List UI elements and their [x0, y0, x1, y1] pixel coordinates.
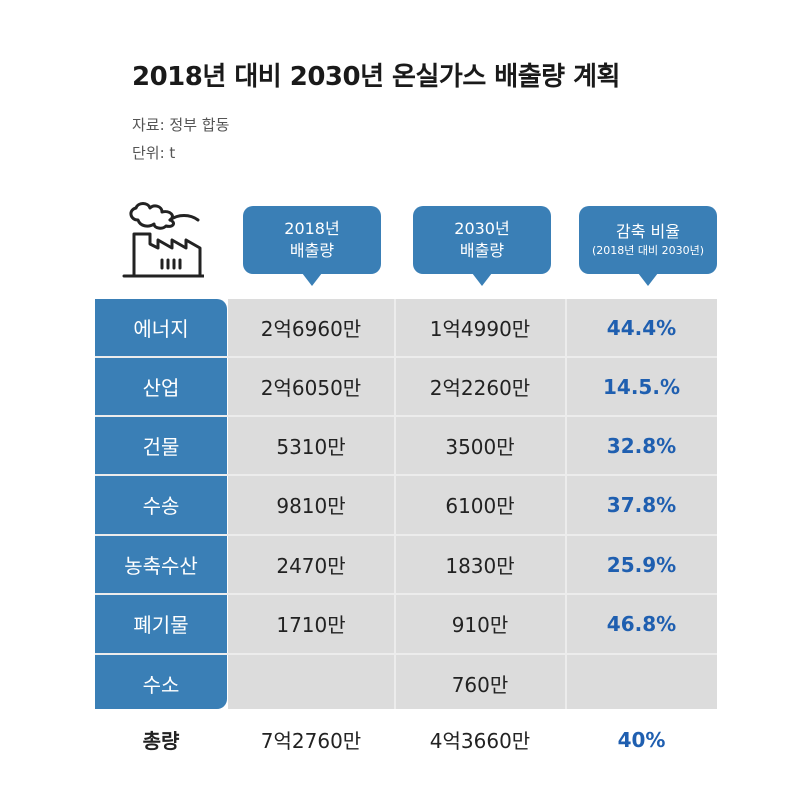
- reduction-ratio: 44.4%: [606, 315, 677, 340]
- sector-label: 에너지: [133, 317, 189, 341]
- column-bg-2018: [228, 299, 394, 709]
- row-divider: [95, 653, 717, 655]
- total-2030: 4억3660만: [429, 729, 531, 753]
- table-row-industry: 산업 2억6050만 2억2260만 14.5.%: [95, 357, 717, 416]
- reduction-ratio: 37.8%: [606, 492, 677, 517]
- reduction-ratio: 32.8%: [606, 433, 677, 458]
- column-bg-ratio: [566, 299, 717, 709]
- column-divider: [394, 299, 396, 709]
- row-divider: [95, 593, 717, 595]
- table-row-hydrogen: 수소 760만: [95, 654, 717, 713]
- reduction-ratio: 46.8%: [606, 611, 677, 636]
- row-divider: [95, 534, 717, 536]
- value-2030: 910만: [451, 613, 509, 637]
- total-label: 총량: [142, 729, 180, 753]
- sector-label: 수소: [142, 673, 180, 697]
- header-2018-emission: 2018년 배출량: [243, 206, 381, 286]
- page-title: 2018년 대비 2030년 온실가스 배출량 계획: [132, 62, 620, 92]
- row-divider: [95, 415, 717, 417]
- sector-label: 수송: [142, 494, 180, 518]
- value-2018: 2억6050만: [260, 376, 362, 400]
- value-2030: 2억2260만: [429, 376, 531, 400]
- value-2030: 1억4990만: [429, 317, 531, 341]
- source-note: 자료: 정부 합동: [132, 116, 230, 134]
- table-row-building: 건물 5310만 3500만 32.8%: [95, 416, 717, 475]
- total-2018: 7억2760만: [260, 729, 362, 753]
- header-2030-emission: 2030년 배출량: [413, 206, 551, 286]
- reduction-ratio: [566, 654, 717, 713]
- value-2030: 760만: [451, 673, 509, 697]
- value-2018: 5310만: [276, 435, 346, 459]
- reduction-ratio: 25.9%: [606, 552, 677, 577]
- row-divider: [95, 474, 717, 476]
- value-2030: 6100만: [445, 494, 515, 518]
- unit-note: 단위: t: [132, 144, 176, 162]
- value-2018: 2470만: [276, 554, 346, 578]
- column-bg-2030: [394, 299, 566, 709]
- table-row-waste: 폐기물 1710만 910만 46.8%: [95, 594, 717, 653]
- table-row-agriculture: 농축수산 2470만 1830만 25.9%: [95, 535, 717, 594]
- table-row-total: 총량 7억2760만 4억3660만 40%: [95, 710, 717, 769]
- sector-label: 산업: [142, 376, 180, 400]
- value-2030: 3500만: [445, 435, 515, 459]
- sector-label: 농축수산: [124, 554, 198, 578]
- column-divider: [565, 299, 567, 709]
- value-2018: 9810만: [276, 494, 346, 518]
- sector-label-column: [95, 299, 227, 709]
- sector-label: 건물: [142, 435, 180, 459]
- value-2018: [228, 654, 394, 713]
- sector-label: 폐기물: [133, 613, 189, 637]
- value-2018: 2억6960만: [260, 317, 362, 341]
- value-2030: 1830만: [445, 554, 515, 578]
- factory-icon: [122, 202, 204, 278]
- reduction-ratio: 14.5.%: [603, 374, 680, 399]
- total-ratio: 40%: [617, 727, 666, 752]
- table-row-energy: 에너지 2억6960만 1억4990만 44.4%: [95, 298, 717, 357]
- header-reduction-ratio: 감축 비율 (2018년 대비 2030년): [579, 206, 717, 286]
- row-divider: [95, 356, 717, 358]
- table-row-transport: 수송 9810만 6100만 37.8%: [95, 475, 717, 534]
- value-2018: 1710만: [276, 613, 346, 637]
